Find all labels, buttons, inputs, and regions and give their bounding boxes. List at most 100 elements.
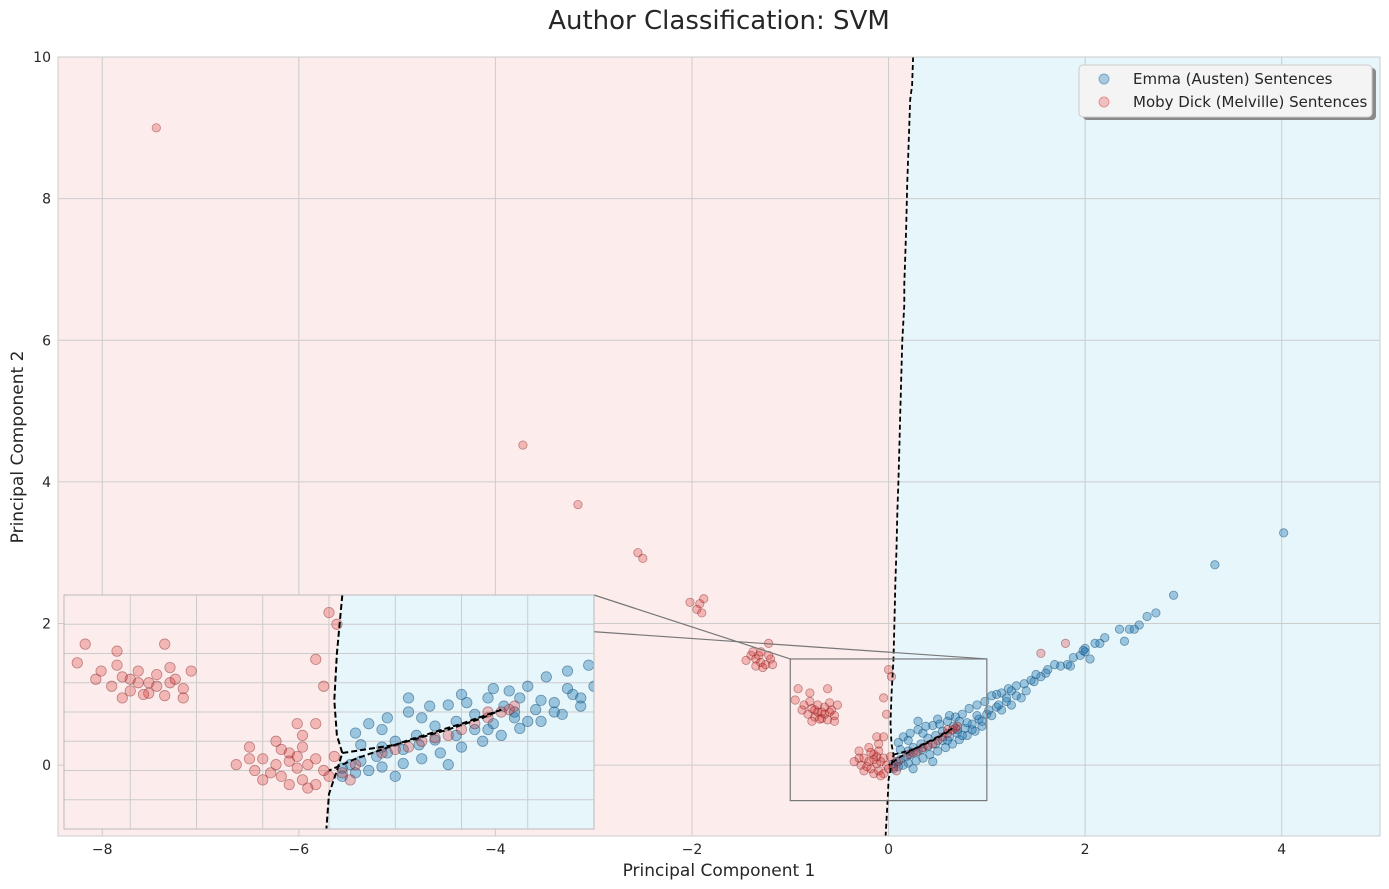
inset-gridlines bbox=[64, 595, 594, 829]
moby-point bbox=[874, 766, 884, 776]
inset-moby-point bbox=[283, 778, 295, 791]
inset-emma-point bbox=[455, 688, 468, 701]
y-axis-label: Principal Component 2 bbox=[8, 351, 28, 544]
moby-point bbox=[866, 747, 876, 758]
inset-emma-point bbox=[508, 706, 521, 718]
moby-point bbox=[633, 548, 643, 558]
inset-moby-point bbox=[265, 767, 277, 779]
inset-moby-point bbox=[95, 665, 107, 677]
inset-moby-point bbox=[323, 770, 335, 782]
moby-point bbox=[695, 599, 705, 609]
emma-point bbox=[940, 742, 951, 753]
inset-moby-point bbox=[318, 680, 330, 692]
decision-boundary bbox=[884, 57, 953, 836]
emma-point bbox=[918, 753, 928, 763]
moby-point bbox=[756, 657, 766, 668]
moby-point bbox=[824, 698, 835, 708]
moby-point bbox=[764, 650, 774, 661]
emma-point bbox=[942, 716, 953, 726]
legend-label-moby: Moby Dick (Melville) Sentences bbox=[1133, 93, 1367, 111]
moby-point bbox=[790, 695, 800, 705]
emma-point bbox=[1124, 624, 1134, 634]
inset-emma-point bbox=[514, 722, 526, 734]
emma-point bbox=[918, 728, 928, 738]
inset-emma-point bbox=[575, 692, 587, 704]
moby-point bbox=[832, 700, 843, 710]
emma-point bbox=[962, 718, 972, 728]
moby-point bbox=[826, 705, 837, 715]
inset-moby-point bbox=[185, 665, 197, 677]
inset-emma-point bbox=[469, 723, 481, 736]
inset-moby-point bbox=[310, 653, 322, 665]
x-axis-label: Principal Component 1 bbox=[623, 861, 816, 881]
inset-moby-point bbox=[323, 606, 335, 619]
emma-point bbox=[1021, 686, 1031, 696]
inset-emma-point bbox=[482, 692, 494, 704]
inset-emma-series bbox=[336, 659, 594, 782]
moby-point bbox=[859, 753, 869, 763]
inset-moby-point bbox=[164, 661, 176, 674]
x-tick-label: −4 bbox=[485, 842, 506, 858]
moby-point bbox=[793, 684, 803, 694]
moby-point bbox=[810, 712, 820, 722]
inset-emma-point bbox=[498, 700, 510, 712]
inset-moby-point bbox=[310, 718, 322, 730]
emma-point bbox=[1114, 624, 1125, 634]
x-tick-label: −2 bbox=[682, 842, 703, 858]
y-tick-label: 4 bbox=[42, 475, 51, 491]
emma-point bbox=[1075, 650, 1085, 661]
inset-emma-point bbox=[424, 700, 436, 712]
moby-point bbox=[1060, 638, 1071, 648]
emma-point bbox=[1036, 672, 1046, 682]
emma-point bbox=[1095, 638, 1105, 648]
inset-moby-point bbox=[302, 782, 314, 794]
inset-emma-point bbox=[561, 682, 574, 695]
inset-boundary-branch-return bbox=[328, 708, 502, 772]
moby-point bbox=[820, 702, 830, 712]
moby-point bbox=[151, 123, 161, 133]
boundary-branch-return bbox=[888, 727, 953, 766]
inset-moby-point bbox=[270, 759, 282, 771]
moby-point bbox=[758, 662, 768, 673]
moby-point bbox=[807, 703, 817, 714]
inset-moby-point bbox=[402, 741, 415, 753]
inset-emma-point bbox=[349, 767, 362, 779]
moby-point bbox=[859, 766, 869, 776]
plot-frame bbox=[57, 56, 1381, 837]
inset-emma-point bbox=[349, 727, 362, 739]
moby-point bbox=[815, 714, 825, 724]
emma-point bbox=[1001, 696, 1012, 707]
emma-point bbox=[952, 725, 962, 735]
emma-point bbox=[893, 737, 903, 748]
moby-point bbox=[805, 688, 815, 698]
emma-point bbox=[1006, 700, 1017, 710]
y-tick-label: 8 bbox=[42, 192, 51, 208]
inset-moby-point bbox=[291, 762, 303, 774]
boundary-branch bbox=[893, 727, 953, 756]
emma-point bbox=[928, 757, 938, 767]
inset-moby-point bbox=[164, 677, 176, 689]
inset-emma-point bbox=[376, 723, 388, 736]
inset-moby-point bbox=[249, 764, 261, 777]
inset-emma-point bbox=[535, 715, 547, 727]
moby-point bbox=[803, 709, 813, 719]
moby-point bbox=[518, 440, 528, 450]
inset-emma-point bbox=[336, 770, 348, 782]
moby-point bbox=[692, 604, 702, 614]
inset-emma-point bbox=[376, 761, 388, 773]
inset-moby-point bbox=[124, 673, 136, 685]
inset-moby-point bbox=[291, 750, 303, 763]
inset-emma-point bbox=[397, 743, 409, 756]
moby-point bbox=[741, 655, 751, 665]
emma-point bbox=[1151, 608, 1161, 618]
moby-point bbox=[879, 753, 889, 763]
moby-point bbox=[685, 597, 695, 607]
moby-point bbox=[879, 732, 889, 742]
inset-emma-point bbox=[487, 682, 499, 695]
emma-point bbox=[888, 764, 899, 774]
moby-point bbox=[872, 759, 882, 769]
inset-moby-point bbox=[243, 741, 256, 753]
inset-moby-point bbox=[291, 718, 303, 730]
inset-moby-point bbox=[177, 682, 189, 695]
